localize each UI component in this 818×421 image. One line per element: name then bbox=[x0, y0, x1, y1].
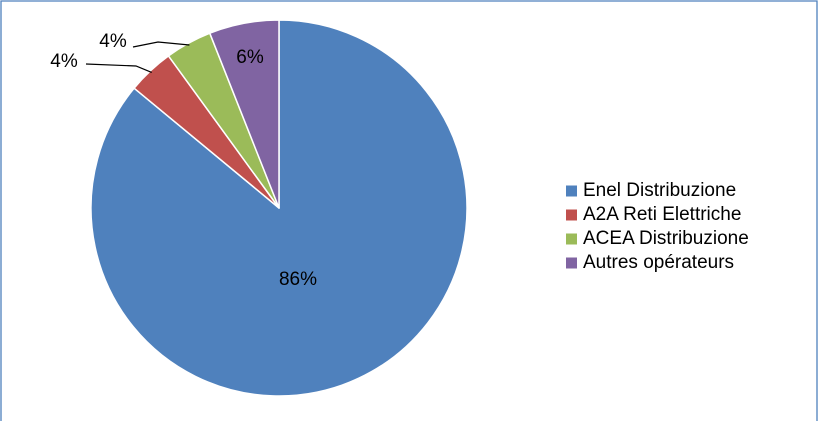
data-label-enel-distribuzione: 86% bbox=[279, 269, 317, 290]
legend-swatch-autres-operateurs bbox=[566, 257, 577, 269]
pie-slices bbox=[90, 19, 468, 397]
data-label-autres-operateurs: 6% bbox=[236, 47, 264, 68]
legend-swatch-enel-distribuzione bbox=[566, 185, 577, 197]
legend-swatch-acea-distribuzione bbox=[566, 233, 577, 245]
legend-swatch-a2a-reti-elettriche bbox=[566, 209, 577, 221]
legend-label-a2a-reti-elettriche: A2A Reti Elettriche bbox=[583, 204, 741, 225]
legend-label-autres-operateurs: Autres opérateurs bbox=[583, 252, 734, 273]
data-label-a2a-reti-elettriche: 4% bbox=[50, 51, 78, 72]
data-labels: 86% 4% 4% 6% bbox=[50, 31, 317, 290]
pie-slice-autres-operateurs bbox=[209, 19, 280, 209]
legend-label-acea-distribuzione: ACEA Distribuzione bbox=[583, 228, 749, 249]
legend-label-enel-distribuzione: Enel Distribuzione bbox=[583, 180, 736, 201]
leader-lines bbox=[85, 41, 190, 73]
leader-line-a2a-reti-elettriche bbox=[85, 63, 152, 73]
data-label-acea-distribuzione: 4% bbox=[99, 31, 127, 52]
legend: Enel Distribuzione A2A Reti Elettriche ACE… bbox=[566, 180, 749, 273]
leader-line-acea-distribuzione bbox=[132, 41, 190, 48]
